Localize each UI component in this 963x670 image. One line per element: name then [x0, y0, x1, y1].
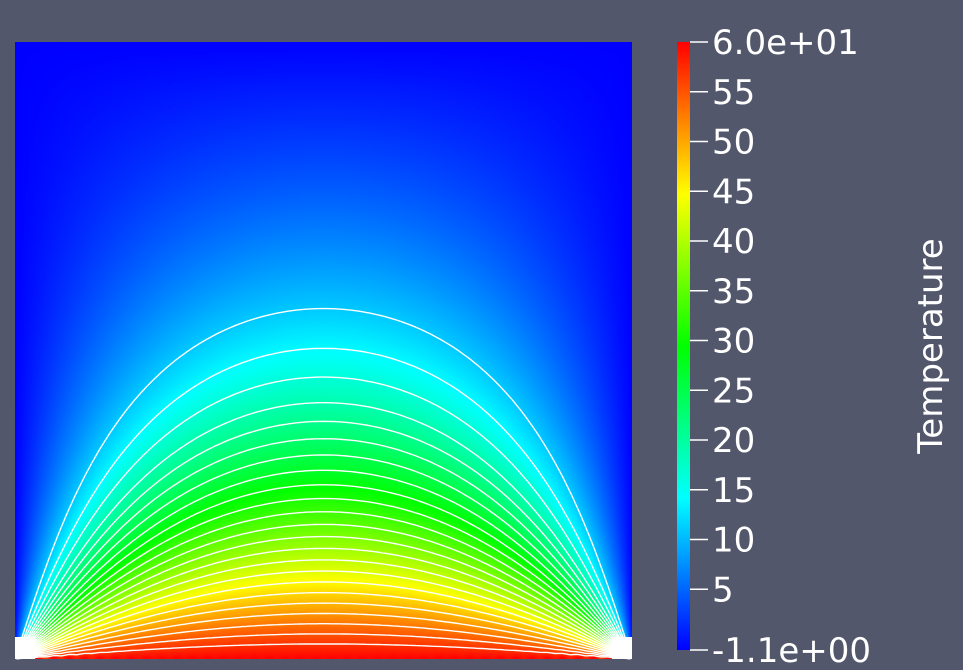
contour-line-2: [15, 347, 632, 660]
colorbar-tick-label-4: 45: [712, 172, 755, 212]
contour-line-9: [16, 484, 631, 660]
colorbar-title: Temperature: [911, 238, 951, 454]
temperature-field: [15, 42, 632, 659]
contour-line-14: [16, 547, 631, 660]
colorbar-tick-label-6: 35: [712, 272, 755, 312]
contour-line-4: [15, 402, 632, 660]
colorbar-tick-label-8: 25: [712, 371, 755, 411]
contour-line-19: [17, 602, 630, 660]
contour-line-8: [16, 469, 631, 660]
colorbar-tick-label-2: 55: [712, 73, 755, 113]
colorbar-tick-label-12: 5: [712, 570, 734, 610]
contour-line-23: [18, 643, 629, 660]
contour-line-15: [17, 559, 630, 660]
colorbar-tick-label-1: 6.0e+01: [712, 23, 859, 63]
colorbar-tick-label-3: 50: [712, 123, 755, 163]
colorbar: [677, 42, 690, 650]
contour-line-7: [15, 454, 632, 660]
contour-line-20: [17, 612, 630, 660]
colorbar-ticks: 6.0e+01 55 50 45 40 35 30 25 20 15 10 5 -1.1e+00: [690, 23, 871, 670]
contour-line-21: [17, 623, 630, 660]
contour-line-10: [16, 497, 631, 660]
contour-line-12: [16, 523, 631, 660]
contour-line-18: [17, 591, 630, 660]
colorbar-tick-label-10: 15: [712, 471, 755, 511]
contour-line-6: [15, 438, 632, 660]
colorbar-tick-label-7: 30: [712, 322, 755, 362]
contour-lines: [15, 307, 632, 660]
contour-line-16: [17, 570, 630, 660]
contour-line-13: [16, 535, 631, 660]
colorbar-tick-label-9: 20: [712, 421, 755, 461]
contour-line-11: [16, 511, 631, 660]
left-corner-block: [15, 637, 35, 659]
colorbar-tick-label-5: 40: [712, 222, 755, 262]
right-corner-block: [612, 637, 632, 659]
contour-line-1: [15, 307, 632, 660]
colorbar-tick-label-11: 10: [712, 521, 755, 561]
contour-line-22: [17, 633, 630, 660]
contour-line-5: [15, 420, 632, 660]
colorbar-tick-label-13: -1.1e+00: [712, 631, 871, 670]
contour-line-3: [15, 376, 632, 660]
contour-line-17: [17, 581, 630, 660]
